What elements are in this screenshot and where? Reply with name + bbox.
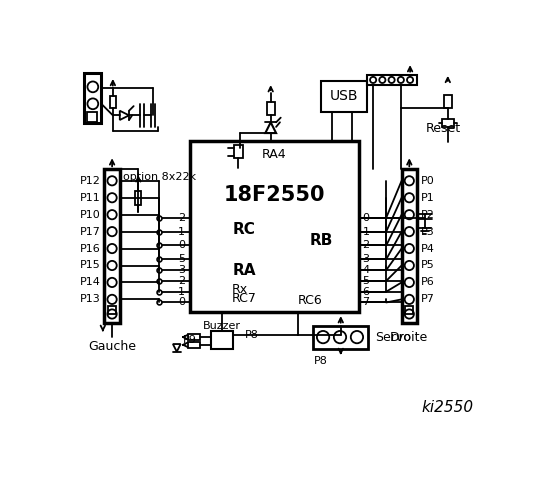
Text: P0: P0 (421, 176, 435, 186)
Bar (108, 306, 116, 314)
Text: 0: 0 (178, 298, 185, 308)
Text: P13: P13 (80, 294, 101, 304)
Text: Droite: Droite (390, 331, 429, 344)
Text: option 8x22k: option 8x22k (123, 172, 196, 182)
Text: 6: 6 (362, 287, 369, 297)
Text: P8: P8 (246, 330, 259, 340)
Text: P17: P17 (80, 227, 101, 237)
Text: RC7: RC7 (232, 292, 257, 305)
Text: 3: 3 (362, 254, 369, 264)
Bar (211, 331, 233, 349)
Text: P12: P12 (80, 176, 101, 186)
Text: RA4: RA4 (262, 148, 287, 161)
Text: RA: RA (232, 263, 255, 277)
Bar (190, 141, 359, 312)
Text: ki2550: ki2550 (422, 400, 474, 416)
Bar (110, 96, 116, 108)
Bar (313, 325, 368, 348)
Text: P3: P3 (421, 227, 435, 237)
Text: 1: 1 (178, 227, 185, 237)
Text: RC: RC (232, 222, 255, 237)
Text: P8: P8 (314, 356, 328, 366)
Bar (405, 306, 413, 314)
Text: Servo: Servo (375, 331, 410, 344)
Bar (234, 144, 243, 158)
Text: 5: 5 (362, 276, 369, 286)
Bar (135, 191, 142, 204)
Bar (267, 102, 274, 115)
Bar (187, 334, 200, 340)
Bar (442, 119, 454, 127)
Text: 2: 2 (178, 276, 185, 286)
Bar (105, 169, 120, 323)
Text: Buzzer: Buzzer (203, 321, 241, 331)
Text: P4: P4 (421, 243, 435, 253)
Text: Gauche: Gauche (88, 340, 136, 353)
Text: 18F2550: 18F2550 (224, 185, 325, 204)
Text: P6: P6 (421, 277, 435, 288)
Text: 2: 2 (178, 213, 185, 223)
Text: P15: P15 (80, 261, 101, 271)
Text: 1: 1 (178, 287, 185, 297)
Text: P10: P10 (80, 210, 101, 220)
Text: RC6: RC6 (298, 294, 322, 307)
Text: 2: 2 (362, 240, 369, 251)
Text: Rx: Rx (232, 283, 248, 296)
Text: 0: 0 (362, 213, 369, 223)
Text: P5: P5 (421, 261, 435, 271)
Text: P2: P2 (421, 210, 435, 220)
Bar (367, 74, 417, 85)
Text: P9: P9 (183, 335, 197, 345)
Bar (444, 95, 452, 108)
Text: 1: 1 (362, 227, 369, 237)
Bar (321, 81, 367, 111)
Text: P16: P16 (80, 243, 101, 253)
Text: RB: RB (309, 233, 332, 248)
Bar (187, 342, 200, 348)
Text: 7: 7 (362, 298, 369, 308)
Text: 0: 0 (178, 240, 185, 251)
Text: P1: P1 (421, 193, 435, 203)
Bar (85, 73, 101, 123)
Bar (401, 169, 417, 323)
Bar (87, 112, 97, 121)
Text: P7: P7 (421, 294, 435, 304)
Text: 5: 5 (178, 254, 185, 264)
Text: P11: P11 (80, 193, 101, 203)
Text: P14: P14 (80, 277, 101, 288)
Text: Reset: Reset (426, 122, 461, 135)
Text: USB: USB (330, 89, 358, 103)
Text: 3: 3 (178, 265, 185, 275)
Text: 4: 4 (362, 265, 369, 275)
